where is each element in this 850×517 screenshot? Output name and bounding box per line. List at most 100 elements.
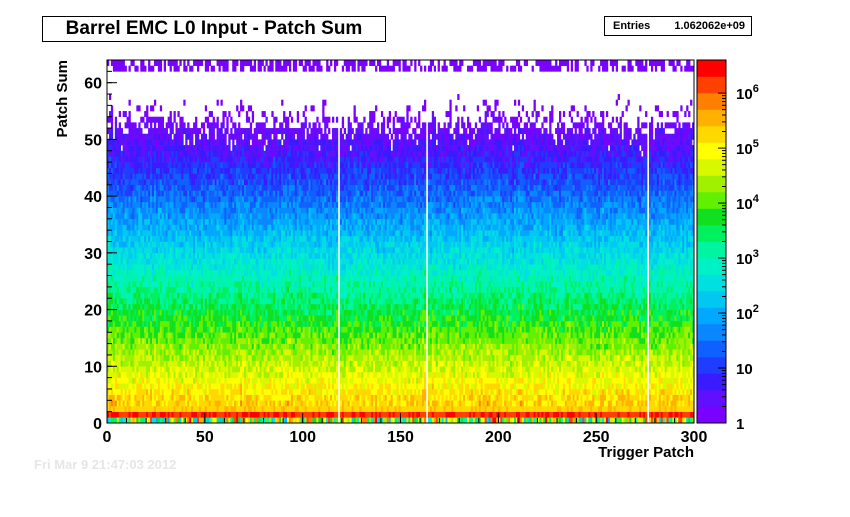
heatmap-cell (249, 298, 253, 305)
heatmap-cell (202, 162, 206, 169)
heatmap-cell (275, 258, 278, 265)
heatmap-cell (167, 371, 170, 378)
heatmap-cell (148, 60, 151, 66)
heatmap-cell (277, 303, 280, 310)
heatmap-cell (257, 411, 260, 418)
heatmap-cell (134, 275, 137, 282)
heatmap-cell (230, 224, 233, 231)
heatmap-cell (267, 167, 270, 174)
heatmap-cell (251, 162, 255, 169)
heatmap-cell (265, 201, 268, 208)
heatmap-cell (148, 167, 151, 174)
heatmap-cell (152, 417, 155, 424)
heatmap-cell (285, 337, 288, 344)
heatmap-cell (132, 269, 135, 276)
heatmap-cell (114, 366, 118, 373)
heatmap-cell (140, 252, 143, 259)
heatmap-cell (173, 213, 176, 220)
heatmap-cell (236, 241, 239, 248)
heatmap-cell (112, 366, 116, 373)
heatmap-cell (206, 377, 210, 384)
heatmap-cell (261, 60, 264, 66)
heatmap-cell (185, 128, 188, 135)
heatmap-cell (200, 286, 204, 293)
heatmap-cell (267, 349, 270, 356)
heatmap-cell (179, 145, 182, 152)
heatmap-cell (130, 213, 133, 220)
heatmap-cell (165, 303, 168, 310)
heatmap-cell (212, 303, 215, 310)
heatmap-cell (242, 388, 245, 395)
heatmap-cell (220, 411, 223, 418)
heatmap-cell (189, 224, 192, 231)
heatmap-cell (226, 332, 229, 339)
heatmap-cell (118, 354, 121, 361)
heatmap-cell (200, 269, 204, 276)
heatmap-cell (253, 332, 257, 339)
heatmap-cell (195, 343, 198, 350)
heatmap-cell (240, 383, 243, 390)
heatmap-cell (116, 133, 120, 140)
heatmap-cell (216, 139, 219, 146)
heatmap-cell (171, 298, 174, 305)
heatmap-cell (204, 65, 208, 72)
heatmap-cell (238, 196, 241, 203)
heatmap-cell (251, 292, 255, 299)
heatmap-cell (220, 264, 223, 271)
heatmap-cell (108, 230, 112, 237)
heatmap-cell (277, 292, 280, 299)
heatmap-cell (116, 275, 120, 282)
heatmap-cell (155, 241, 159, 248)
heatmap-cell (259, 315, 262, 322)
heatmap-cell (275, 320, 278, 327)
heatmap-cell (118, 417, 121, 424)
heatmap-cell (175, 417, 178, 424)
heatmap-cell (271, 207, 274, 214)
heatmap-cell (114, 133, 118, 140)
heatmap-cell (206, 258, 210, 265)
heatmap-cell (240, 207, 243, 214)
heatmap-cell (259, 332, 262, 339)
heatmap-cell (138, 258, 141, 265)
heatmap-cell (245, 394, 249, 401)
heatmap-cell (181, 354, 184, 361)
heatmap-cell (224, 241, 227, 248)
heatmap-cell (138, 354, 141, 361)
heatmap-cell (273, 405, 276, 412)
heatmap-cell (275, 116, 278, 123)
heatmap-cell (245, 366, 249, 373)
heatmap-cell (108, 394, 112, 401)
heatmap-cell (150, 337, 153, 344)
heatmap-cell (281, 179, 284, 186)
heatmap-cell (206, 173, 210, 180)
heatmap-cell (144, 184, 147, 191)
heatmap-cell (165, 179, 168, 186)
heatmap-cell (173, 201, 176, 208)
heatmap-cell (228, 343, 231, 350)
heatmap-cell (177, 275, 180, 282)
heatmap-cell (179, 281, 182, 288)
heatmap-cell (159, 400, 163, 407)
heatmap-cell (120, 173, 123, 180)
heatmap-cell (134, 252, 137, 259)
heatmap-cell (238, 388, 241, 395)
heatmap-cell (148, 201, 151, 208)
heatmap-cell (175, 281, 178, 288)
heatmap-cell (198, 298, 202, 305)
heatmap-cell (189, 218, 192, 225)
heatmap-cell (281, 190, 284, 197)
heatmap-cell (136, 349, 139, 356)
heatmap-cell (167, 315, 170, 322)
heatmap-cell (232, 309, 235, 316)
heatmap-cell (275, 417, 278, 424)
heatmap-cell (222, 337, 225, 344)
heatmap-cell (242, 150, 245, 157)
heatmap-cell (124, 252, 127, 259)
heatmap-cell (181, 235, 184, 242)
heatmap-cell (165, 258, 168, 265)
heatmap-cell (173, 417, 176, 424)
heatmap-cell (153, 241, 157, 248)
heatmap-cell (177, 411, 180, 418)
heatmap-cell (247, 128, 251, 135)
heatmap-cell (120, 269, 123, 276)
